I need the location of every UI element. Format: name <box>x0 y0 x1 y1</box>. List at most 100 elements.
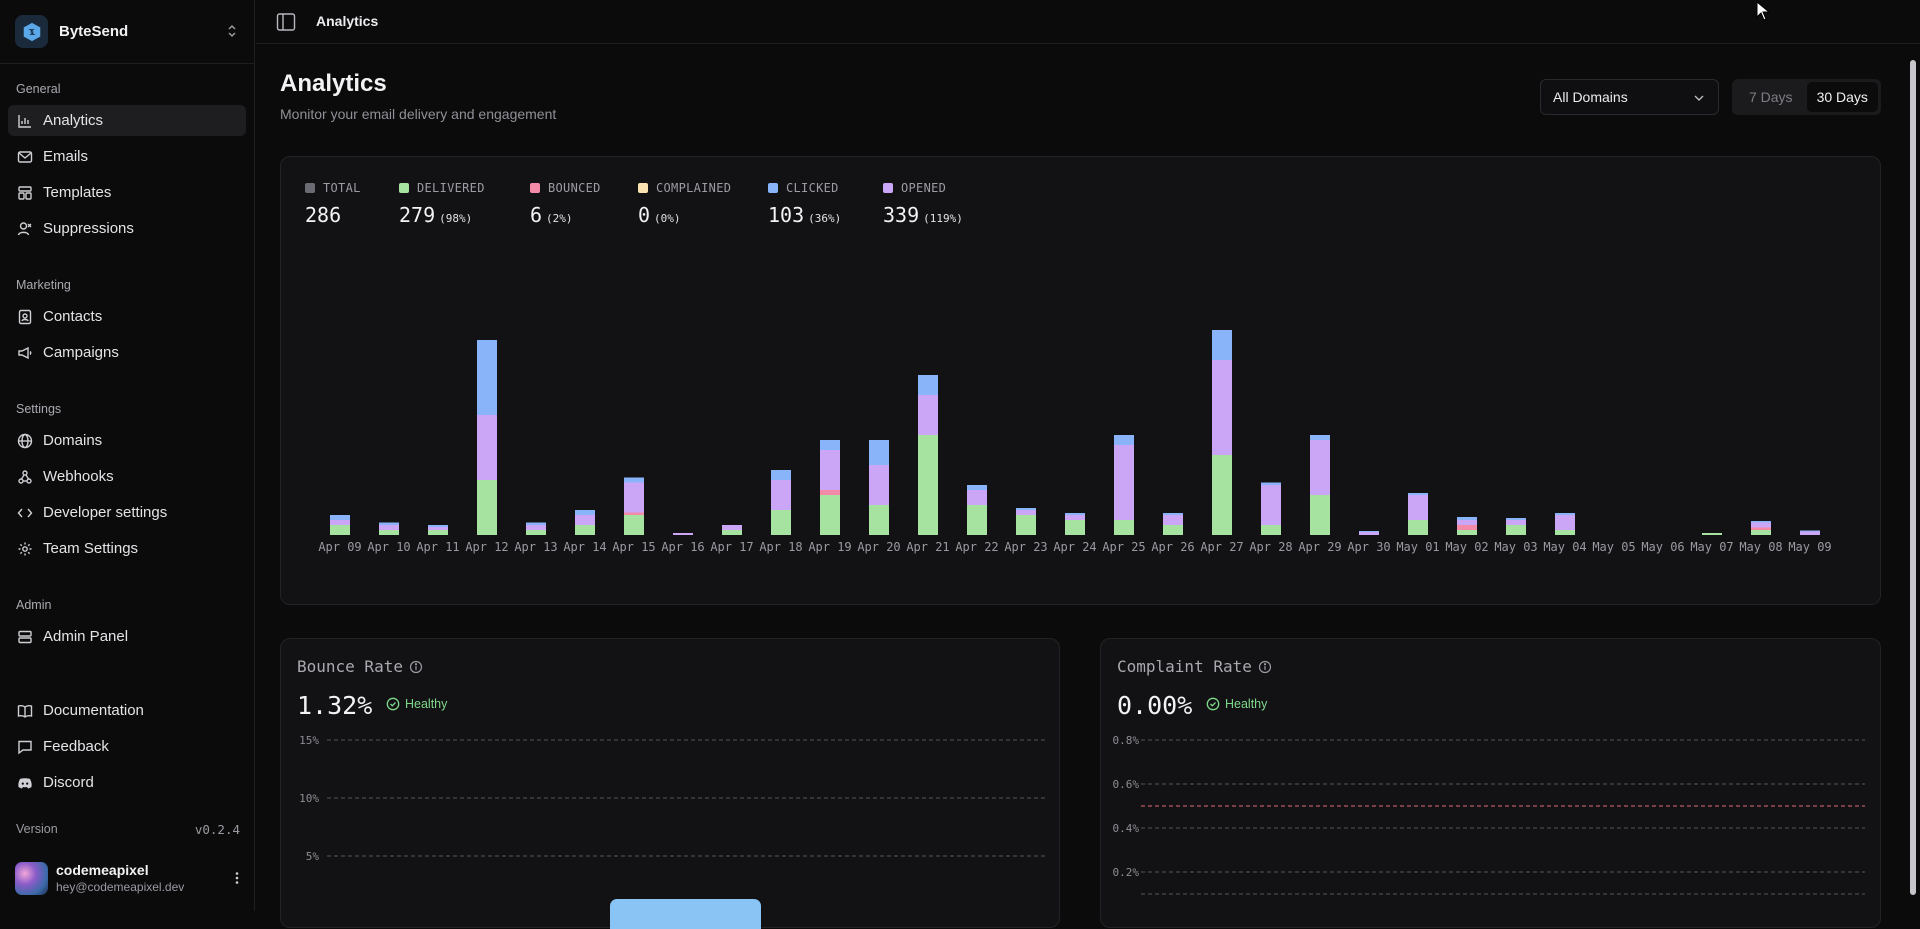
sidebar-item-contacts[interactable]: Contacts <box>8 301 246 332</box>
clicked-bar-segment[interactable] <box>1163 513 1183 515</box>
delivered-bar-segment[interactable] <box>1212 455 1232 535</box>
opened-bar-segment[interactable] <box>1212 360 1232 455</box>
chevrons-up-down-icon[interactable] <box>224 23 240 39</box>
clicked-bar-segment[interactable] <box>771 470 791 480</box>
sidebar-item-emails[interactable]: Emails <box>8 141 246 172</box>
opened-bar-segment[interactable] <box>1506 520 1526 525</box>
delivered-bar-segment[interactable] <box>1457 530 1477 535</box>
sidebar-item-campaigns[interactable]: Campaigns <box>8 337 246 368</box>
bounced-bar-segment[interactable] <box>1457 525 1477 530</box>
sidebar-item-admin-panel[interactable]: Admin Panel <box>8 621 246 652</box>
user-menu[interactable]: codemeapixel hey@codemeapixel.dev <box>15 860 245 896</box>
bounced-bar-segment[interactable] <box>624 512 644 516</box>
clicked-bar-segment[interactable] <box>1261 482 1281 486</box>
info-icon[interactable] <box>1258 660 1272 674</box>
clicked-bar-segment[interactable] <box>575 510 595 515</box>
clicked-bar-segment[interactable] <box>869 440 889 465</box>
opened-bar-segment[interactable] <box>1163 515 1183 525</box>
range-30-days-button[interactable]: 30 Days <box>1806 82 1878 112</box>
sidebar-item-webhooks[interactable]: Webhooks <box>8 461 246 492</box>
delivered-bar-segment[interactable] <box>575 525 595 535</box>
clicked-bar-segment[interactable] <box>477 340 497 415</box>
delivered-bar-segment[interactable] <box>379 530 399 535</box>
delivered-bar-segment[interactable] <box>526 530 546 535</box>
opened-bar-segment[interactable] <box>1016 510 1036 515</box>
clicked-bar-segment[interactable] <box>330 515 350 520</box>
scrollbar-thumb[interactable] <box>1910 60 1916 895</box>
clicked-bar-segment[interactable] <box>624 477 644 483</box>
opened-bar-segment[interactable] <box>1408 495 1428 520</box>
clicked-bar-segment[interactable] <box>1310 435 1330 440</box>
clicked-bar-segment[interactable] <box>1555 513 1575 515</box>
delivered-bar-segment[interactable] <box>1261 525 1281 535</box>
opened-bar-segment[interactable] <box>1800 531 1820 536</box>
sidebar-item-suppressions[interactable]: Suppressions <box>8 213 246 244</box>
delivered-bar-segment[interactable] <box>330 525 350 535</box>
delivered-bar-segment[interactable] <box>624 515 644 535</box>
opened-bar-segment[interactable] <box>428 527 448 530</box>
clicked-bar-segment[interactable] <box>1506 518 1526 520</box>
delivered-bar-segment[interactable] <box>1408 520 1428 535</box>
opened-bar-segment[interactable] <box>1065 515 1085 520</box>
delivered-bar-segment[interactable] <box>1163 525 1183 535</box>
clicked-bar-segment[interactable] <box>379 522 399 526</box>
clicked-bar-segment[interactable] <box>428 525 448 527</box>
opened-bar-segment[interactable] <box>1261 485 1281 525</box>
opened-bar-segment[interactable] <box>624 482 644 513</box>
bounced-bar-segment[interactable] <box>820 490 840 495</box>
clicked-bar-segment[interactable] <box>1457 517 1477 520</box>
sidebar-item-team-settings[interactable]: Team Settings <box>8 533 246 564</box>
range-7-days-button[interactable]: 7 Days <box>1748 89 1793 105</box>
scrollbar[interactable] <box>1906 44 1920 911</box>
clicked-bar-segment[interactable] <box>1751 521 1771 523</box>
clicked-bar-segment[interactable] <box>1408 493 1428 495</box>
clicked-bar-segment[interactable] <box>1359 531 1379 532</box>
clicked-bar-segment[interactable] <box>1114 435 1134 445</box>
sidebar-toggle-icon[interactable] <box>276 12 296 32</box>
sidebar-item-analytics[interactable]: Analytics <box>8 105 246 136</box>
delivered-bar-segment[interactable] <box>967 505 987 535</box>
clicked-bar-segment[interactable] <box>967 485 987 490</box>
delivered-bar-segment[interactable] <box>722 530 742 535</box>
sidebar-item-domains[interactable]: Domains <box>8 425 246 456</box>
bounced-bar-segment[interactable] <box>1751 527 1771 531</box>
opened-bar-segment[interactable] <box>918 395 938 435</box>
clicked-bar-segment[interactable] <box>1212 330 1232 360</box>
opened-bar-segment[interactable] <box>1359 532 1379 535</box>
opened-bar-segment[interactable] <box>820 450 840 490</box>
team-switcher[interactable]: ByteSend <box>15 15 240 48</box>
clicked-bar-segment[interactable] <box>1065 513 1085 515</box>
opened-bar-segment[interactable] <box>1457 520 1477 525</box>
opened-bar-segment[interactable] <box>1751 522 1771 528</box>
delivered-bar-segment[interactable] <box>1310 495 1330 535</box>
delivered-bar-segment[interactable] <box>428 530 448 535</box>
delivered-bar-segment[interactable] <box>1751 530 1771 535</box>
delivered-bar-segment[interactable] <box>918 435 938 535</box>
opened-bar-segment[interactable] <box>967 490 987 505</box>
delivered-bar-segment[interactable] <box>771 510 791 535</box>
clicked-bar-segment[interactable] <box>1800 530 1820 532</box>
clicked-bar-segment[interactable] <box>1016 508 1036 510</box>
opened-bar-segment[interactable] <box>477 415 497 480</box>
delivered-bar-segment[interactable] <box>477 480 497 535</box>
opened-bar-segment[interactable] <box>575 515 595 525</box>
delivered-bar-segment[interactable] <box>1506 525 1526 535</box>
opened-bar-segment[interactable] <box>330 520 350 525</box>
sidebar-item-developer-settings[interactable]: Developer settings <box>8 497 246 528</box>
delivered-bar-segment[interactable] <box>1114 520 1134 535</box>
opened-bar-segment[interactable] <box>379 525 399 530</box>
delivered-bar-segment[interactable] <box>820 495 840 535</box>
delivered-bar-segment[interactable] <box>869 505 889 535</box>
domain-select[interactable]: All Domains <box>1540 79 1719 115</box>
opened-bar-segment[interactable] <box>1555 515 1575 530</box>
delivered-bar-segment[interactable] <box>1702 533 1722 535</box>
opened-bar-segment[interactable] <box>1310 440 1330 495</box>
delivered-bar-segment[interactable] <box>1065 520 1085 535</box>
opened-bar-segment[interactable] <box>869 465 889 505</box>
opened-bar-segment[interactable] <box>722 525 742 530</box>
opened-bar-segment[interactable] <box>771 480 791 510</box>
sidebar-item-discord[interactable]: Discord <box>8 767 246 798</box>
info-icon[interactable] <box>409 660 423 674</box>
more-vertical-icon[interactable] <box>229 870 245 886</box>
clicked-bar-segment[interactable] <box>526 522 546 526</box>
